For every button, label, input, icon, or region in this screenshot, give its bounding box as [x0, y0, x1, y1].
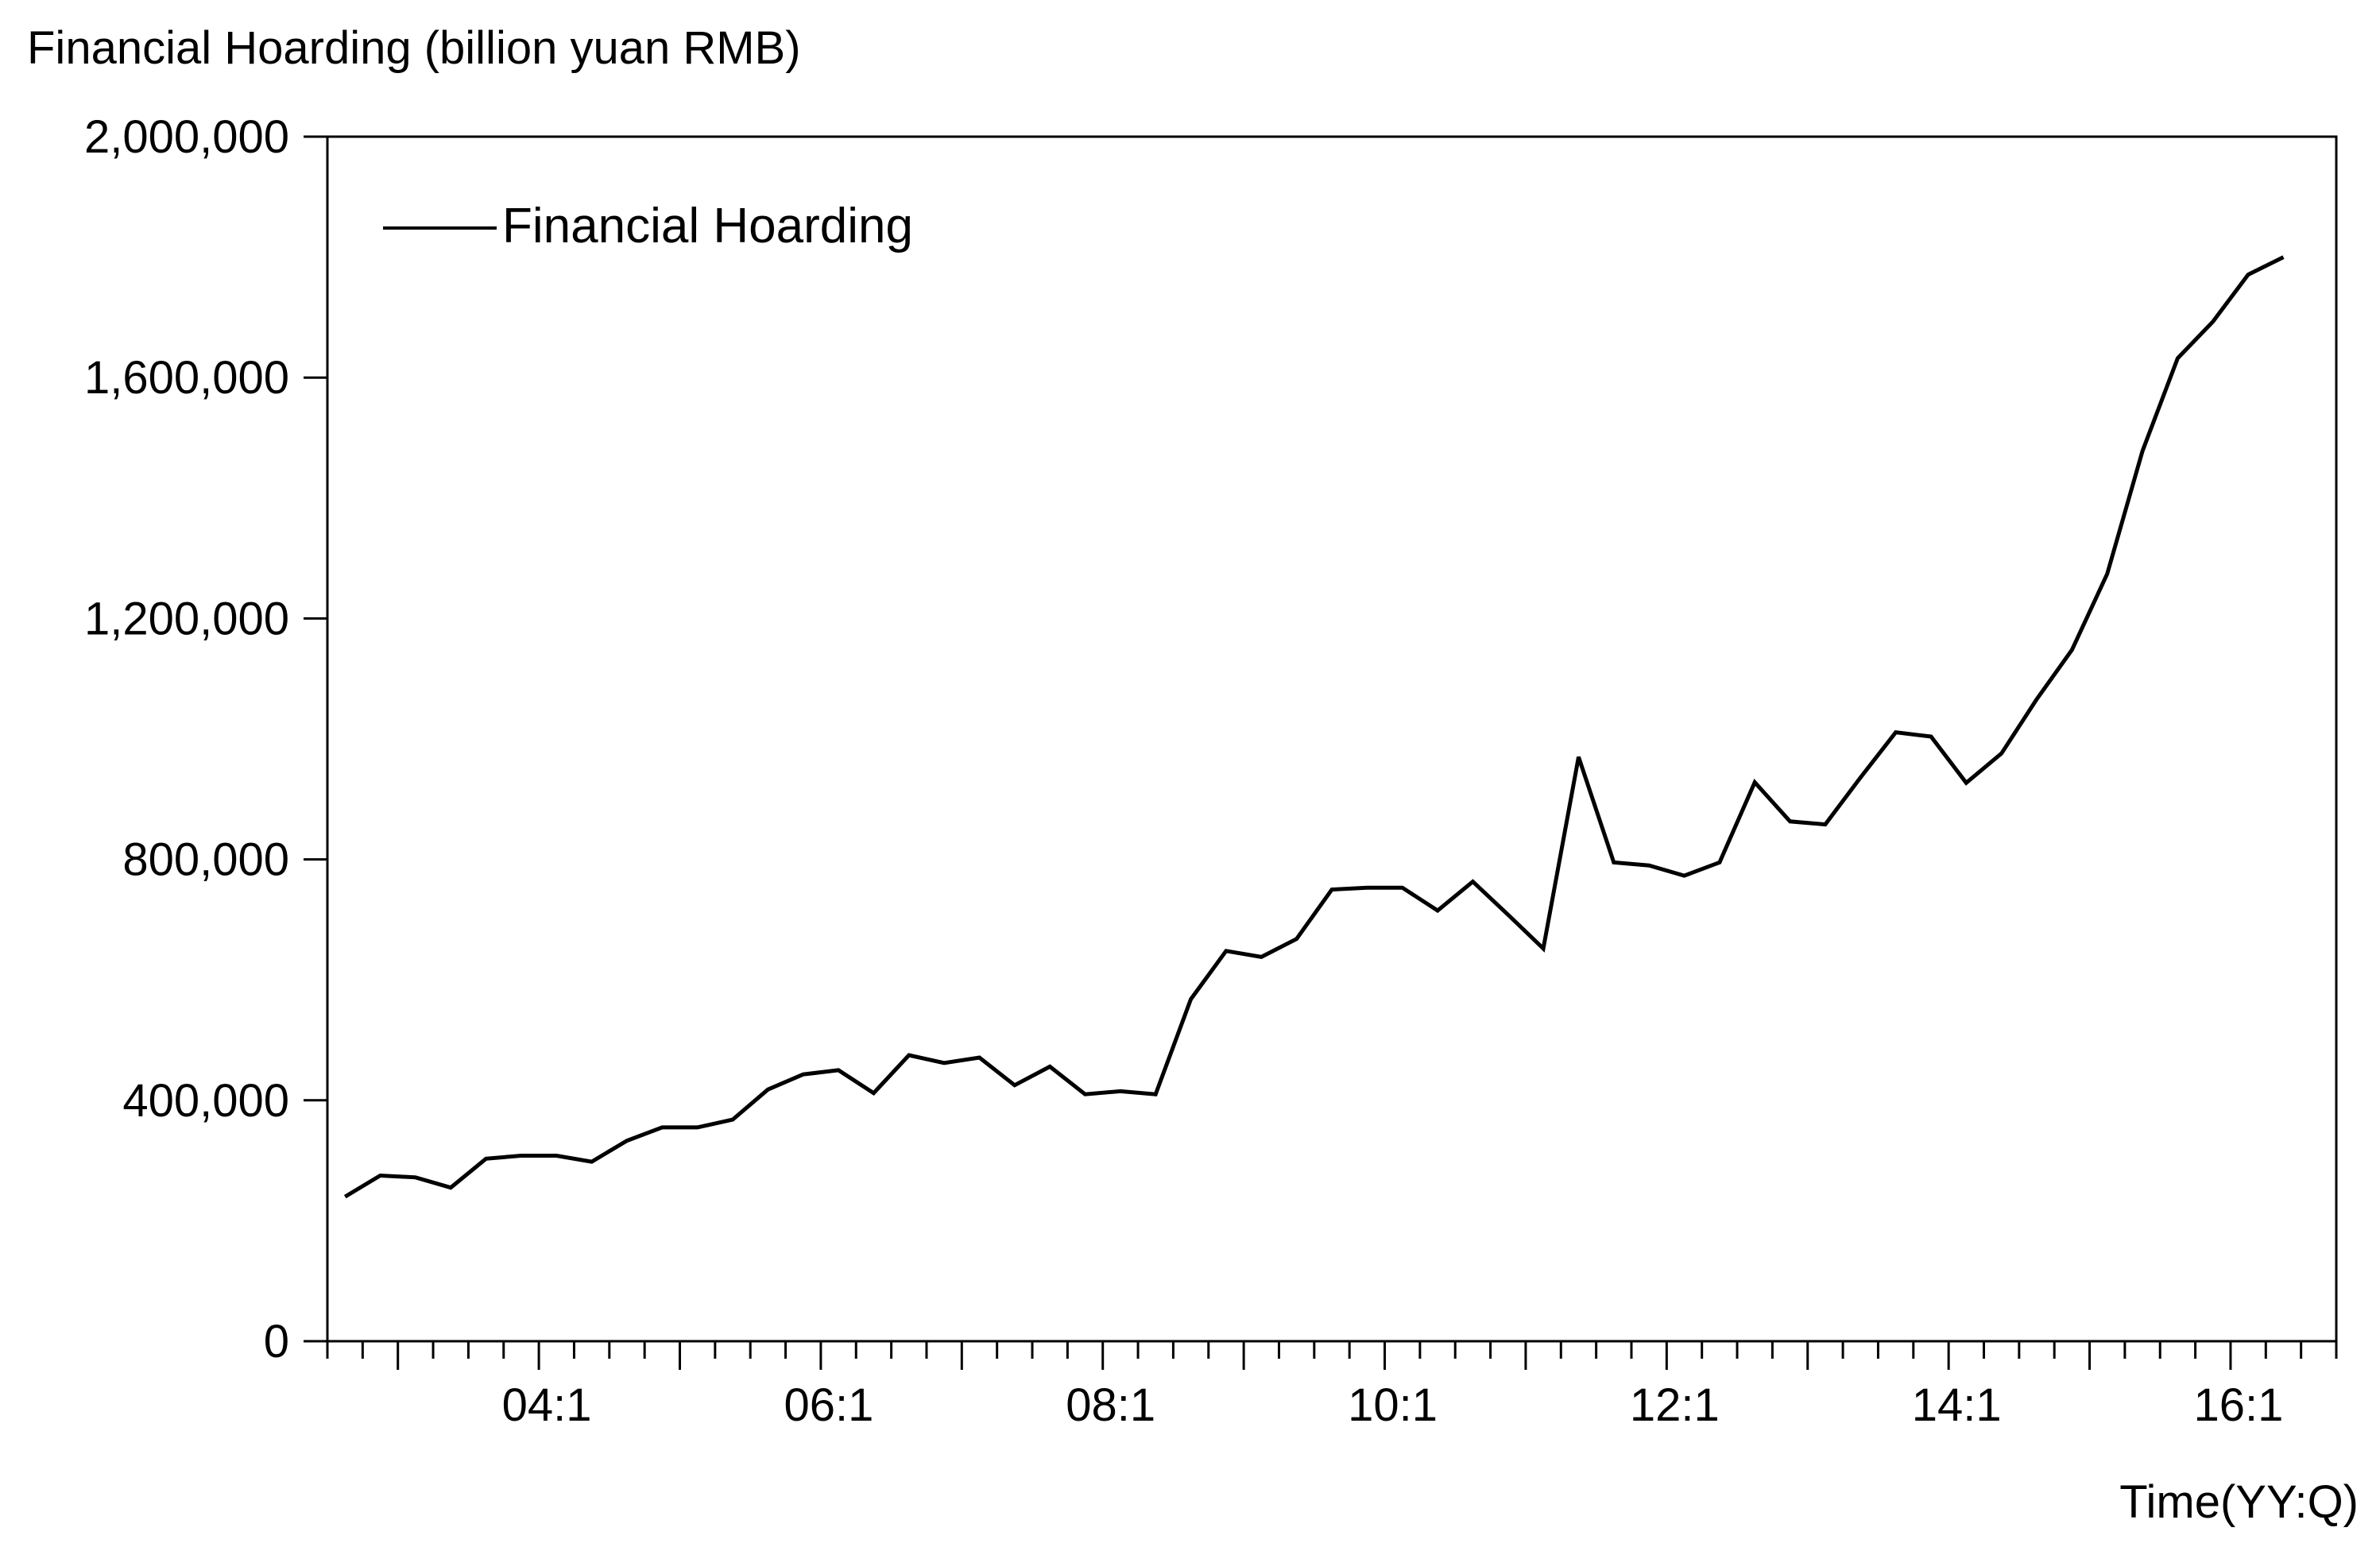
x-axis-title: Time(YY:Q): [2119, 1476, 2359, 1528]
series-line-financial-hoarding: [343, 255, 2285, 1199]
y-axis-title: Financial Hoarding (billion yuan RMB): [27, 22, 801, 74]
x-tick-label: 14:1: [1912, 1379, 2002, 1431]
x-tick-label: 08:1: [1066, 1379, 1155, 1431]
y-tick-label: 1,600,000: [84, 352, 289, 404]
plot-frame: [326, 135, 2338, 1343]
y-tick-label: 0: [264, 1316, 289, 1367]
legend-label: Financial Hoarding: [502, 199, 913, 253]
x-tick-label: 16:1: [2194, 1379, 2284, 1431]
y-tick-label: 2,000,000: [84, 111, 289, 163]
y-tick-label: 800,000: [122, 834, 289, 886]
y-tick-label: 400,000: [122, 1075, 289, 1127]
x-tick-label: 04:1: [502, 1379, 592, 1431]
series-layer: [343, 255, 2285, 1199]
x-axis-ticks: 04:1 06:1 08:1 10:1 12:1 14:1 16:1: [326, 1341, 2338, 1431]
legend: Financial Hoarding: [383, 199, 913, 253]
x-tick-label: 12:1: [1630, 1379, 1720, 1431]
x-tick-label: 06:1: [784, 1379, 873, 1431]
y-tick-label: 1,200,000: [84, 593, 289, 644]
x-tick-label: 10:1: [1348, 1379, 1438, 1431]
y-axis-ticks: 0 400,000 800,000 1,200,000 1,600,000 2,000,0…: [84, 111, 327, 1367]
